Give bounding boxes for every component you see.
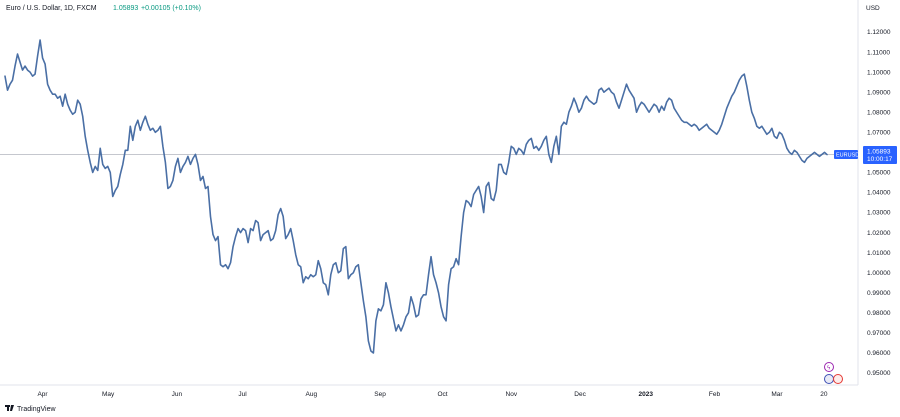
chart-title: Euro / U.S. Dollar, 1D, FXCM <box>6 5 97 12</box>
y-tick-label: 1.02000 <box>867 230 891 237</box>
x-tick-label: Jun <box>172 391 183 398</box>
brand-name: TradingView <box>17 406 56 413</box>
us-flag-event-icon[interactable] <box>824 374 834 384</box>
y-axis-ticks: 1.12000 1.11000 1.10000 1.09000 1.08000 1.070… <box>867 29 891 377</box>
x-tick-label: Jul <box>238 391 247 398</box>
y-tick-label: 1.03000 <box>867 210 891 217</box>
event-markers[interactable]: ϟ <box>824 362 843 384</box>
y-tick-label: 1.10000 <box>867 69 891 76</box>
price-badge-price: 1.05893 <box>867 149 891 156</box>
x-tick-label: 2023 <box>638 391 653 398</box>
symbol-badge-bg <box>834 150 858 160</box>
y-tick-label: 1.08000 <box>867 109 891 116</box>
x-tick-label: Feb <box>709 391 721 398</box>
y-tick-label: 1.04000 <box>867 190 891 197</box>
flash-event-icon[interactable] <box>824 362 834 372</box>
series-line-eurusd <box>4 39 828 354</box>
legend-change: +0.00105 (+0.10%) <box>141 5 201 12</box>
y-tick-label: 1.05000 <box>867 170 891 177</box>
y-tick-label: 1.00000 <box>867 270 891 277</box>
y-tick-label: 0.99000 <box>867 290 891 297</box>
x-tick-label: Apr <box>37 391 48 398</box>
tv-logo-mark-3 <box>10 405 14 411</box>
tv-logo-mark-2 <box>7 405 9 411</box>
legend-last-price: 1.05893 <box>113 5 138 12</box>
x-tick-label: Aug <box>306 391 318 398</box>
x-tick-label: Dec <box>574 391 586 398</box>
price-badge-countdown: 10:00:17 <box>867 156 893 163</box>
x-tick-label: 20 <box>820 391 828 398</box>
x-tick-label: Oct <box>438 391 448 398</box>
y-tick-label: 1.09000 <box>867 89 891 96</box>
us-flag-event-icon-2[interactable] <box>833 374 843 384</box>
price-badge-bg <box>863 146 897 165</box>
currency-label: USD <box>866 5 880 12</box>
flash-event-glyph: ϟ <box>827 366 831 372</box>
x-axis-ticks: Apr May Jun Jul Aug Sep Oct Nov Dec 2023 Feb Mar 20 <box>37 391 827 398</box>
x-tick-label: May <box>102 391 115 398</box>
y-tick-label: 1.01000 <box>867 250 891 257</box>
y-tick-label: 1.07000 <box>867 130 891 137</box>
x-tick-label: Nov <box>506 391 518 398</box>
y-tick-label: 1.11000 <box>867 49 890 56</box>
x-tick-label: Sep <box>374 391 386 398</box>
price-badge[interactable]: EURUSD 1.05893 10:00:17 <box>834 146 897 165</box>
y-tick-label: 1.12000 <box>867 29 891 36</box>
y-tick-label: 0.96000 <box>867 350 891 357</box>
x-tick-label: Mar <box>771 391 783 398</box>
y-tick-label: 0.97000 <box>867 330 891 337</box>
tradingview-logo[interactable]: TradingView <box>5 405 56 413</box>
y-tick-label: 0.98000 <box>867 310 891 317</box>
symbol-badge-text: EURUSD <box>836 153 859 159</box>
y-tick-label: 0.95000 <box>867 370 891 377</box>
